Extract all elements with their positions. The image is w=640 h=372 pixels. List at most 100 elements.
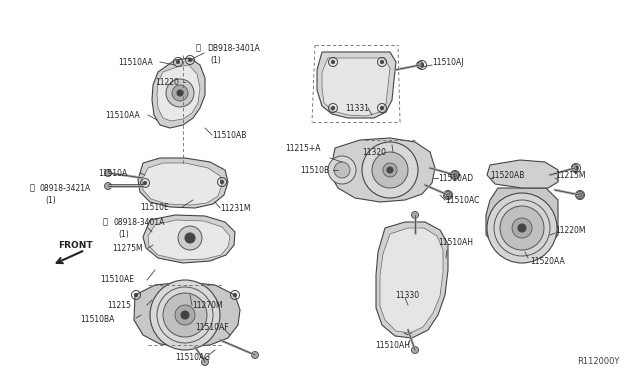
Circle shape xyxy=(383,163,397,177)
Text: Ⓝ: Ⓝ xyxy=(103,218,108,227)
Circle shape xyxy=(453,173,457,177)
Text: 11510AH: 11510AH xyxy=(438,237,473,247)
Text: (1): (1) xyxy=(118,230,129,238)
Text: 11320: 11320 xyxy=(362,148,386,157)
Circle shape xyxy=(372,152,408,188)
Text: 11510AH: 11510AH xyxy=(375,340,410,350)
Text: 11520AB: 11520AB xyxy=(490,170,524,180)
Text: 11510AA: 11510AA xyxy=(105,110,140,119)
Circle shape xyxy=(412,212,419,218)
Text: 11510AF: 11510AF xyxy=(195,324,228,333)
Text: 08918-3421A: 08918-3421A xyxy=(40,183,92,192)
Polygon shape xyxy=(486,188,558,255)
Text: 11220: 11220 xyxy=(155,77,179,87)
Text: FRONT: FRONT xyxy=(58,241,93,250)
Circle shape xyxy=(500,206,544,250)
Circle shape xyxy=(134,293,138,297)
Circle shape xyxy=(577,192,584,199)
Polygon shape xyxy=(134,282,240,347)
Text: R112000Y: R112000Y xyxy=(578,357,620,366)
Polygon shape xyxy=(152,58,205,128)
Polygon shape xyxy=(322,58,390,116)
Text: 11220M: 11220M xyxy=(555,225,586,234)
Polygon shape xyxy=(138,158,228,208)
Text: (1): (1) xyxy=(45,196,56,205)
Circle shape xyxy=(252,352,259,359)
Circle shape xyxy=(412,346,419,353)
Polygon shape xyxy=(380,228,443,333)
Circle shape xyxy=(417,61,424,68)
Text: Ⓝ: Ⓝ xyxy=(30,183,35,192)
Text: (1): (1) xyxy=(210,55,221,64)
Circle shape xyxy=(176,60,180,64)
Circle shape xyxy=(104,183,111,189)
Circle shape xyxy=(406,328,410,332)
Circle shape xyxy=(578,193,582,197)
Polygon shape xyxy=(142,163,222,205)
Text: 11510AG: 11510AG xyxy=(175,353,210,362)
Polygon shape xyxy=(487,160,558,188)
Circle shape xyxy=(178,226,202,250)
Circle shape xyxy=(420,63,424,67)
Circle shape xyxy=(451,171,458,179)
Polygon shape xyxy=(376,222,448,338)
Text: DB918-3401A: DB918-3401A xyxy=(207,44,260,52)
Polygon shape xyxy=(317,52,396,118)
Circle shape xyxy=(188,58,192,62)
Circle shape xyxy=(177,90,183,96)
Circle shape xyxy=(413,231,417,235)
Text: 11215: 11215 xyxy=(107,301,131,310)
Circle shape xyxy=(220,180,224,184)
Circle shape xyxy=(172,85,188,101)
Circle shape xyxy=(445,192,451,199)
Circle shape xyxy=(380,60,384,64)
Text: 11510AC: 11510AC xyxy=(445,196,479,205)
Text: 11331: 11331 xyxy=(345,103,369,112)
Circle shape xyxy=(233,293,237,297)
Polygon shape xyxy=(157,65,200,121)
Circle shape xyxy=(143,181,147,185)
Text: 11270M: 11270M xyxy=(192,301,223,310)
Polygon shape xyxy=(330,138,435,202)
Polygon shape xyxy=(148,220,230,260)
Text: 11510AD: 11510AD xyxy=(438,173,473,183)
Text: 11510BA: 11510BA xyxy=(80,315,115,324)
Text: 11510E: 11510E xyxy=(140,202,169,212)
Circle shape xyxy=(166,79,194,107)
Circle shape xyxy=(332,60,335,64)
Text: 11520AA: 11520AA xyxy=(530,257,564,266)
Circle shape xyxy=(175,305,195,325)
Circle shape xyxy=(512,218,532,238)
Text: 11215+A: 11215+A xyxy=(285,144,321,153)
Text: 11510A: 11510A xyxy=(98,169,127,177)
Circle shape xyxy=(380,106,384,110)
Circle shape xyxy=(487,193,557,263)
Circle shape xyxy=(202,359,209,366)
Circle shape xyxy=(104,170,111,176)
Circle shape xyxy=(574,166,578,170)
Circle shape xyxy=(518,224,526,232)
Text: 11231M: 11231M xyxy=(220,203,250,212)
Circle shape xyxy=(572,164,579,171)
Polygon shape xyxy=(143,215,235,263)
Circle shape xyxy=(163,293,207,337)
Text: 11330: 11330 xyxy=(395,291,419,299)
Text: 11275M: 11275M xyxy=(112,244,143,253)
Text: 11510B: 11510B xyxy=(300,166,329,174)
Text: 11510AB: 11510AB xyxy=(212,131,246,140)
Circle shape xyxy=(181,311,189,319)
Circle shape xyxy=(185,233,195,243)
Circle shape xyxy=(387,167,393,173)
Circle shape xyxy=(334,162,350,178)
Circle shape xyxy=(362,142,418,198)
Text: 11510AA: 11510AA xyxy=(118,58,153,67)
Circle shape xyxy=(332,106,335,110)
Text: Ⓝ: Ⓝ xyxy=(196,44,201,52)
Circle shape xyxy=(328,156,356,184)
Circle shape xyxy=(150,280,220,350)
Text: 11510AJ: 11510AJ xyxy=(432,58,463,67)
Text: 08918-3401A: 08918-3401A xyxy=(113,218,164,227)
Text: 11510AE: 11510AE xyxy=(100,276,134,285)
Circle shape xyxy=(446,193,450,197)
Text: 11215M: 11215M xyxy=(555,170,586,180)
